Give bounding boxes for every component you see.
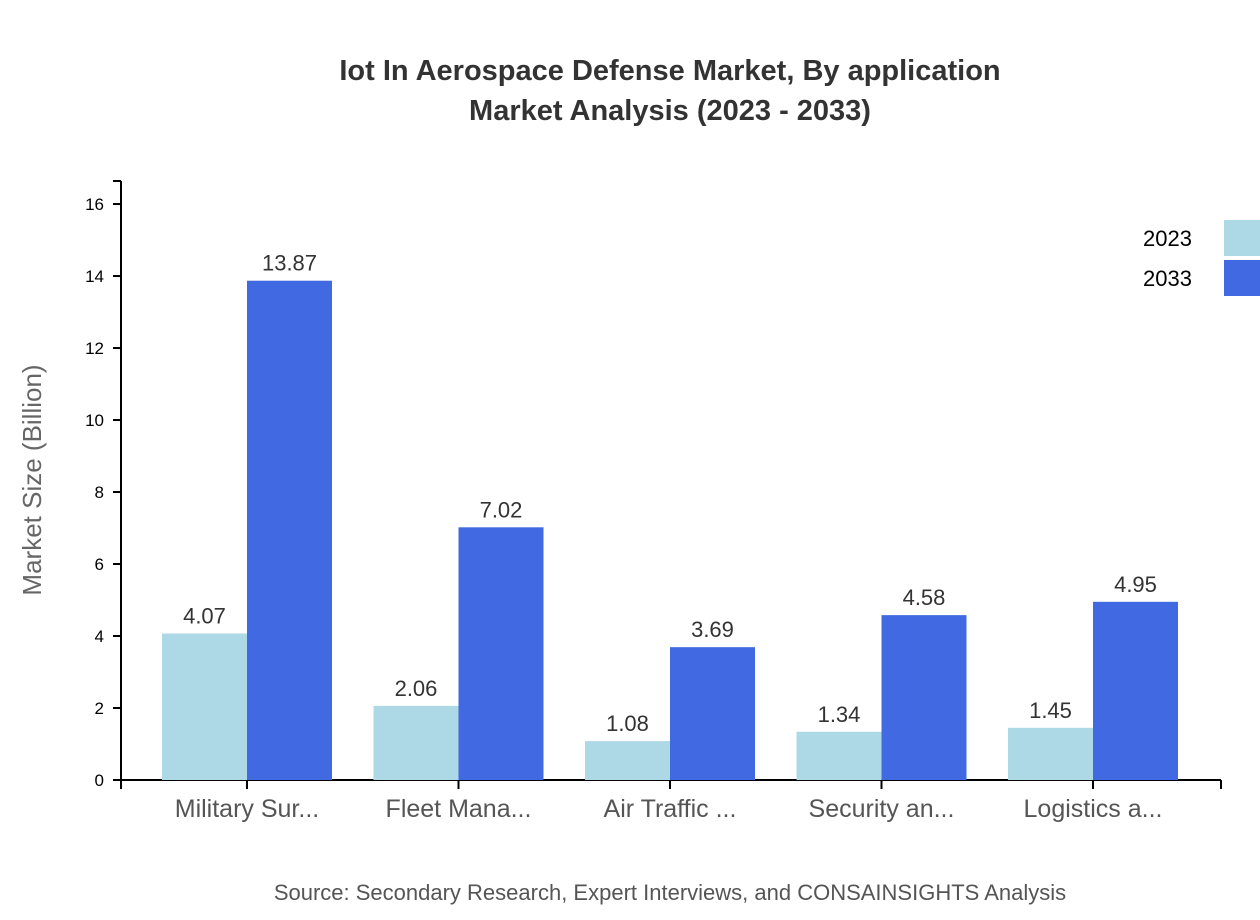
bar-2023 [796,731,882,780]
legend-swatch [1224,220,1260,256]
bar-2033 [881,615,967,780]
data-label: 7.02 [480,497,523,522]
x-tick-label: Military Sur... [175,795,319,823]
y-tick-label: 12 [85,339,104,358]
x-tick-label: Logistics a... [1024,795,1163,823]
data-label: 1.34 [818,702,861,727]
x-tick-label: Air Traffic ... [604,795,737,823]
legend-swatch [1224,260,1260,296]
x-tick-label: Security an... [809,795,955,823]
bar-2033 [458,527,544,780]
bar-2023 [1008,727,1093,780]
y-tick-label: 8 [95,483,104,502]
bar-2023 [162,633,247,780]
y-tick-label: 6 [95,555,104,574]
y-tick-label: 10 [85,411,104,430]
data-label: 1.08 [606,711,649,736]
bar-2023 [373,705,459,780]
legend-label: 2033 [1143,266,1192,291]
data-label: 4.07 [183,603,226,628]
y-tick-label: 14 [85,267,104,286]
bar-2033 [670,647,755,780]
y-tick-label: 0 [95,771,104,790]
bar-2033 [247,280,332,780]
y-tick-label: 4 [95,627,104,646]
data-label: 4.95 [1114,572,1157,597]
y-axis-label: Market Size (Billion) [17,364,47,595]
bar-2023 [585,741,670,780]
data-label: 3.69 [691,617,734,642]
data-label: 1.45 [1029,698,1072,723]
data-label: 4.58 [903,585,946,610]
data-label: 2.06 [395,676,438,701]
data-label: 13.87 [262,251,317,276]
source-note: Source: Secondary Research, Expert Inter… [274,880,1066,905]
bar-2033 [1093,601,1178,780]
y-tick-label: 16 [85,195,104,214]
legend-label: 2023 [1143,226,1192,251]
y-tick-label: 2 [95,699,104,718]
chart-subtitle: Market Analysis (2023 - 2033) [469,95,871,127]
x-tick-label: Fleet Mana... [386,795,532,823]
chart-title: Iot In Aerospace Defense Market, By appl… [339,55,1000,87]
